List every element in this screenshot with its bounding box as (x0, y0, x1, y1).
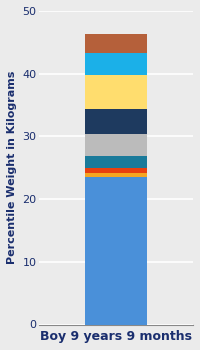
Y-axis label: Percentile Weight in Kilograms: Percentile Weight in Kilograms (7, 71, 17, 264)
Bar (85, 75, 147, 110)
Bar (85, 177, 147, 324)
Bar (85, 34, 147, 53)
Bar (85, 110, 147, 134)
Bar (85, 134, 147, 156)
Bar (85, 173, 147, 177)
Bar (85, 53, 147, 75)
Bar (85, 168, 147, 173)
Bar (85, 156, 147, 168)
